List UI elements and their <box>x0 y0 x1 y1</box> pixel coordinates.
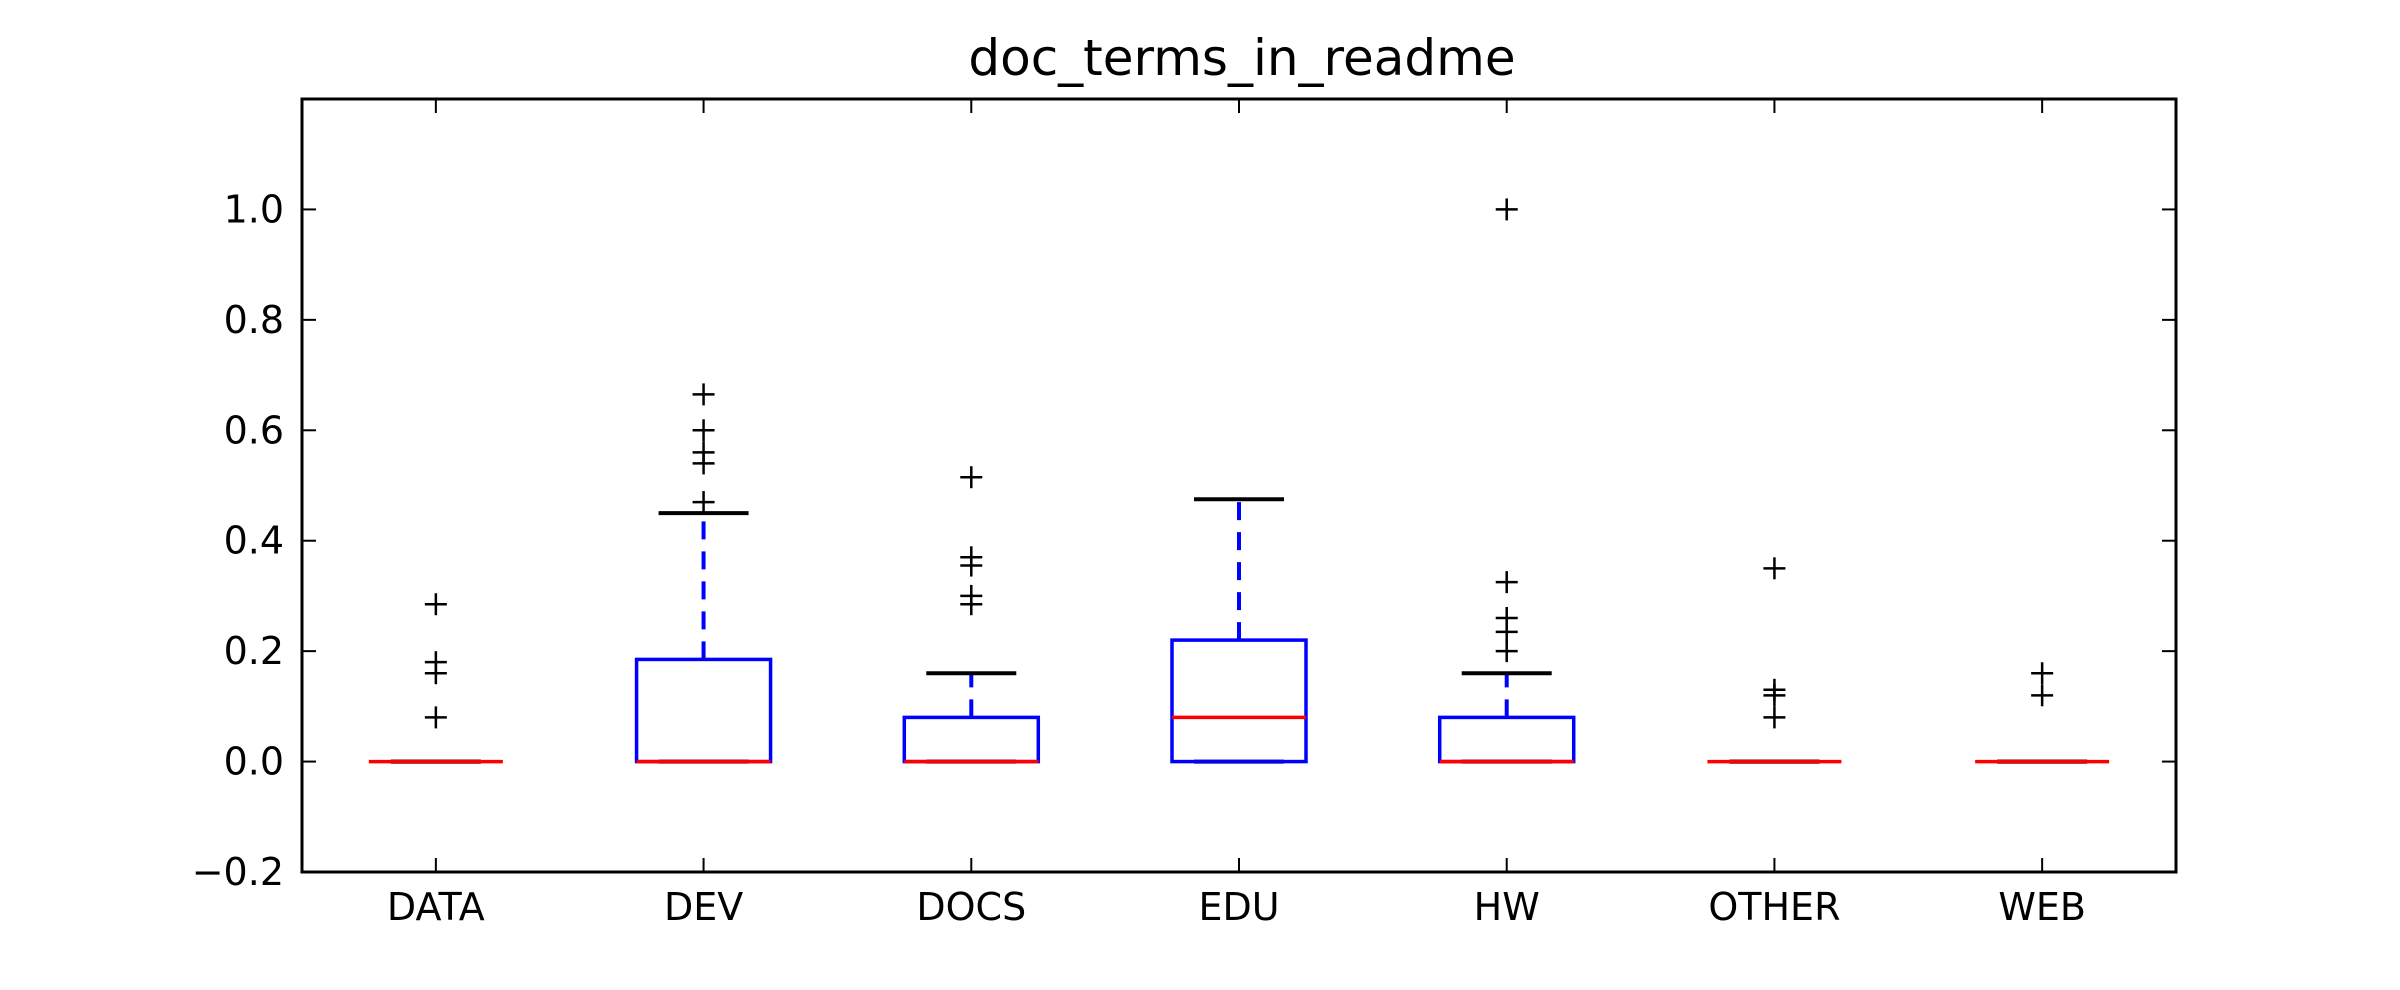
box <box>1437 715 1576 764</box>
outlier-point <box>1763 678 1786 701</box>
outlier-point <box>692 441 715 464</box>
box-group-data <box>368 593 503 764</box>
box-group-docs <box>902 466 1041 764</box>
outlier-point <box>1763 706 1786 729</box>
box-group-dev <box>634 383 773 764</box>
x-tick-label: WEB <box>1998 885 2086 929</box>
outlier-point <box>692 491 715 514</box>
outlier-point <box>1763 557 1786 580</box>
box-group-other <box>1707 557 1842 764</box>
outlier-point <box>960 546 983 569</box>
box <box>1170 638 1308 764</box>
outlier-point <box>424 593 447 616</box>
y-tick-label: 0.4 <box>224 519 284 563</box>
chart-title: doc_terms_in_readme <box>968 29 1515 87</box>
outlier-point <box>1495 640 1518 663</box>
box-group-edu <box>1170 497 1308 764</box>
box-group-web <box>1975 662 2110 764</box>
outlier-point <box>2031 684 2054 707</box>
box <box>902 715 1041 764</box>
outlier-point <box>424 706 447 729</box>
outlier-point <box>1495 198 1518 221</box>
x-tick-label: DATA <box>387 885 485 929</box>
y-tick-label: −0.2 <box>192 850 284 894</box>
outlier-point <box>424 651 447 674</box>
x-tick-label: OTHER <box>1708 885 1840 929</box>
y-tick-label: 0.0 <box>224 740 284 784</box>
axis-ticks <box>302 99 2176 873</box>
y-tick-label: 0.6 <box>224 408 284 452</box>
outlier-point <box>1495 571 1518 594</box>
x-tick-label: EDU <box>1198 885 1279 929</box>
y-axis: −0.2 0.0 0.2 0.4 0.6 0.8 1.0 <box>192 187 284 894</box>
y-tick-label: 1.0 <box>224 187 284 231</box>
x-tick-label: HW <box>1474 885 1540 929</box>
outlier-point <box>692 383 715 406</box>
outlier-point <box>1495 607 1518 630</box>
x-axis: DATA DEV DOCS EDU HW OTHER WEB <box>387 885 2086 929</box>
box <box>634 657 773 764</box>
outlier-point <box>2031 662 2054 685</box>
y-tick-label: 0.2 <box>224 629 284 673</box>
outlier-point <box>960 466 983 489</box>
box-group-hw <box>1437 198 1576 764</box>
y-tick-label: 0.8 <box>224 298 284 342</box>
outlier-point <box>692 419 715 442</box>
x-tick-label: DEV <box>664 885 743 929</box>
box-plots <box>368 198 2110 764</box>
x-tick-label: DOCS <box>916 885 1026 929</box>
outlier-point <box>960 584 983 607</box>
plot-area <box>300 97 2178 874</box>
